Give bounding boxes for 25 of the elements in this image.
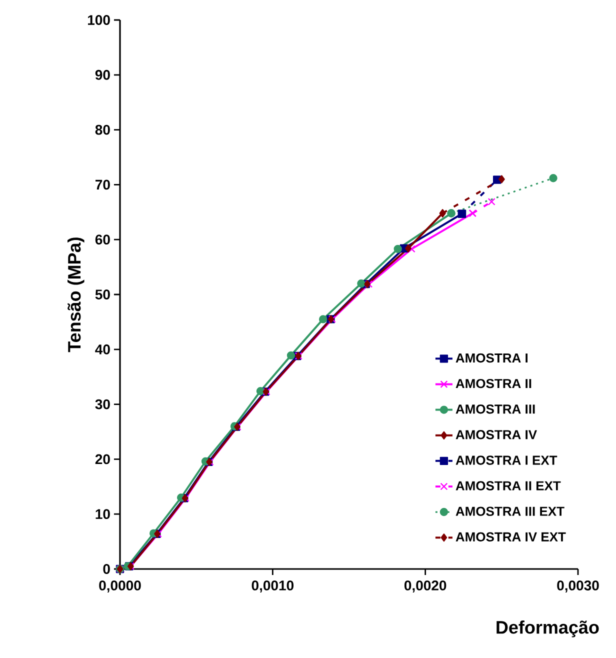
legend-label: AMOSTRA II [456,378,532,388]
y-axis-title: Tensão (MPa) [68,238,84,352]
y-tick-label: 20 [95,454,110,464]
y-tick-label: 0 [103,564,110,574]
legend-label: AMOSTRA III EXT [456,506,564,516]
y-tick-label: 90 [95,70,110,80]
x-axis-title: Deformação [496,620,599,638]
x-tick-label: 0,0010 [252,580,294,592]
x-tick-label: 0,0030 [557,580,599,592]
legend-label: AMOSTRA IV EXT [456,532,566,542]
legend-label: AMOSTRA I [456,353,528,363]
y-tick-label: 80 [95,124,110,135]
y-tick-label: 60 [95,234,110,245]
x-tick-label: 0,0020 [404,580,446,592]
y-tick-label: 100 [88,15,110,25]
y-tick-label: 70 [96,180,110,190]
y-tick-label: 10 [96,509,110,520]
legend-label: AMOSTRA III [456,404,535,414]
y-tick-label: 30 [95,399,110,410]
y-tick-label: 40 [95,344,110,354]
legend-label: AMOSTRA I EXT [456,456,558,465]
y-tick-label: 50 [95,290,110,300]
x-tick-label: 0,0000 [99,580,141,592]
legend-label: AMOSTRA IV [456,430,537,440]
legend-label: AMOSTRA II EXT [456,481,561,490]
